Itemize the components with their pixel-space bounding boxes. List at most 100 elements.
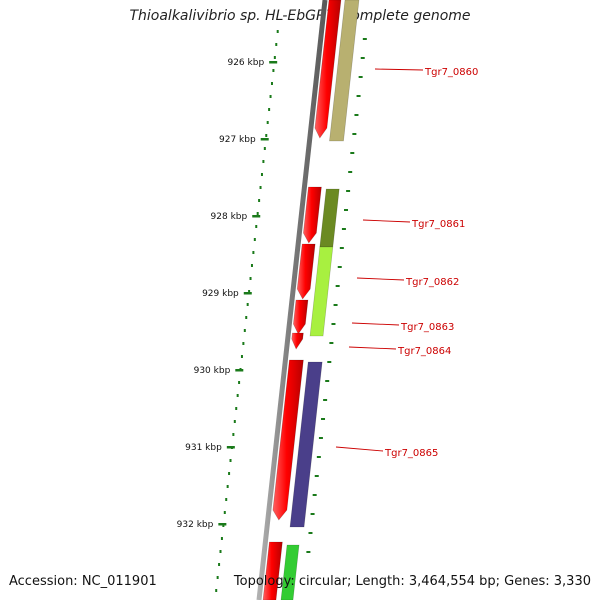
tick-dot [275,43,278,46]
tick-dot [344,209,349,211]
forward-cds-arrow [296,243,316,300]
kbp-tick-mark [235,369,244,372]
forward-cds-arrow [291,332,304,350]
tick-dot [253,238,256,241]
tick-dot [246,303,249,306]
tick-dot [331,323,336,325]
tick-dot [337,266,342,268]
tick-dot [321,418,326,420]
outer-tick-dots [306,38,367,553]
genome-backbone [256,0,328,600]
tick-dot [360,57,365,59]
gene-label-leader [374,68,424,71]
kbp-tick-mark [252,215,261,218]
tick-dot [245,316,248,319]
tick-dot [325,380,330,382]
tick-dot [339,247,344,249]
tick-dot [260,173,263,176]
tick-dot [312,494,317,496]
tick-dot [262,160,265,163]
tick-dot [242,342,245,345]
tick-dot [354,114,359,116]
gene-label-leader [335,446,384,452]
tick-dot [223,511,226,514]
tick-dot [218,563,221,566]
forward-cds-arrow [262,541,283,600]
gene-label-leader [351,322,400,326]
gene-label-leader [362,219,411,223]
forward-cds-arrow [314,0,342,139]
kbp-ticks: 926 kbp 927 kbp 928 kbp 929 kbp 930 kbp 931 k… [177,58,278,530]
tick-dot [308,532,313,534]
tick-dot [236,394,239,397]
tick-dot [269,95,272,98]
gene-bar-tgr7-0861 [319,188,340,248]
tick-dot [270,82,273,85]
tick-dot [226,485,229,488]
kbp-tick-mark [226,446,235,449]
tick-dot [273,56,276,59]
tick-dot [249,277,252,280]
tick-dot [310,513,315,515]
tick-dot [323,399,328,401]
tick-dot [316,456,321,458]
gene-bar-bottom [280,544,300,600]
tick-dot [255,225,258,228]
tick-dot [248,290,251,293]
tick-dot [333,304,338,306]
gene-bar-tgr7-0860 [329,0,360,142]
tick-dot [306,551,311,553]
tick-dot [225,498,228,501]
kbp-tick-mark [243,292,252,295]
gene-label-leader [356,277,405,281]
kbp-tick-label: 926 kbp [227,58,264,68]
kbp-tick-label: 930 kbp [194,366,231,376]
tick-dot [216,576,219,579]
tick-dot [258,199,261,202]
tick-dot [238,381,241,384]
gene-label[interactable]: Tgr7_0861 [411,219,465,230]
forward-cds-arrow [293,299,309,335]
tick-dot [219,550,222,553]
tick-dot [228,472,231,475]
tick-dot [229,459,232,462]
forward-cds-arrow [272,359,304,521]
tick-dot [346,190,351,192]
tick-dot [265,134,268,137]
tick-dot [220,537,223,540]
tick-dot [329,342,334,344]
tick-dot [348,171,353,173]
tick-dot [250,264,253,267]
tick-dot [362,38,367,40]
tick-dot [335,285,340,287]
tick-dot [314,475,319,477]
gene-features [262,0,360,600]
tick-dot [268,108,271,111]
tick-dot [358,76,363,78]
tick-dot [256,212,259,215]
kbp-tick-label: 928 kbp [211,212,248,222]
gene-label[interactable]: Tgr7_0863 [400,322,454,333]
tick-dot [341,228,346,230]
gene-label[interactable]: Tgr7_0865 [384,448,438,459]
kbp-tick-label: 929 kbp [202,289,239,299]
tick-dot [235,407,238,410]
map-title: Thioalkalivibrio sp. HL-EbGR7, complete … [129,8,471,24]
accession-text: Accession: NC_011901 [9,574,157,589]
kbp-tick-mark [260,138,269,141]
tick-dot [215,589,218,592]
gene-label[interactable]: Tgr7_0862 [405,277,459,288]
tick-dot [252,251,255,254]
forward-cds-arrow [303,186,322,244]
tick-dot [352,133,357,135]
kbp-tick-mark [218,523,227,526]
tick-dot [350,152,355,154]
tick-dot [259,186,262,189]
backbone-line [256,0,328,600]
gene-label[interactable]: Tgr7_0864 [397,346,451,357]
gene-label[interactable]: Tgr7_0860 [424,67,478,78]
tick-dot [276,30,279,33]
tick-dot [233,420,236,423]
